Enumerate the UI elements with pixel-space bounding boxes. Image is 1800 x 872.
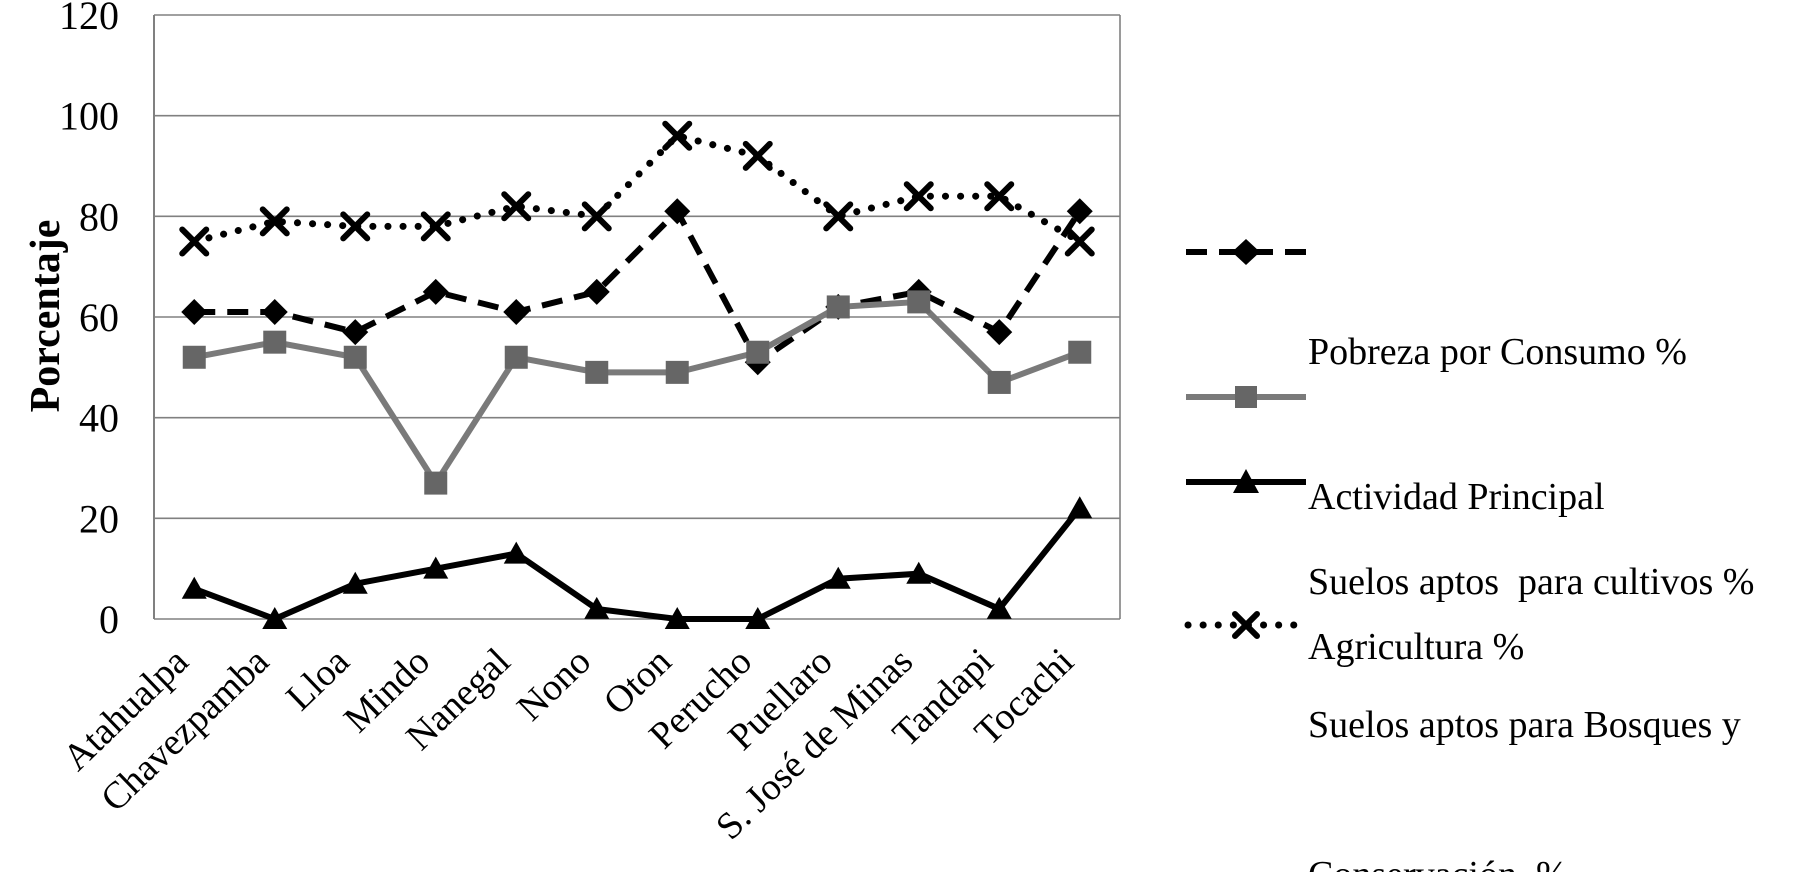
series-3-x xyxy=(190,131,1084,245)
y-tick-label-80: 80 xyxy=(79,194,119,239)
y-tick-label-120: 120 xyxy=(59,0,119,38)
legend-label: Pobreza por Consumo % xyxy=(1308,331,1687,373)
legend-marker-gray-square-icon xyxy=(1186,386,1306,408)
series-1-square xyxy=(193,298,1081,489)
y-axis-tick-labels: 0 20 40 60 80 100 120 xyxy=(59,0,119,642)
series-2-markers xyxy=(181,496,1093,629)
gridlines xyxy=(153,14,1121,620)
series-3-markers xyxy=(179,120,1095,257)
series-1-line xyxy=(193,298,1081,489)
series-0-line xyxy=(194,206,1083,367)
series-0-diamond xyxy=(194,206,1083,367)
y-tick-label-60: 60 xyxy=(79,295,119,340)
legend-label: Suelos aptos para Bosques y Conservación… xyxy=(1308,704,1741,872)
legend-item-pobreza-por-consumo: Pobreza por Consumo % xyxy=(1184,227,1800,477)
series-1-markers xyxy=(182,290,1092,495)
legend-label: Suelos aptos para cultivos % xyxy=(1308,561,1755,603)
y-tick-label-40: 40 xyxy=(79,396,119,441)
legend-item-suelos-bosques: Suelos aptos para Bosques y Conservación… xyxy=(1184,600,1800,872)
legend-label: Actividad Principal Agricultura % xyxy=(1308,476,1605,668)
legend-marker-dashed-diamond-icon xyxy=(1186,239,1306,265)
y-tick-label-0: 0 xyxy=(99,597,119,642)
legend-marker-dotted-x-icon xyxy=(1184,611,1308,639)
series-2-triangle xyxy=(193,506,1083,623)
x-tick-label-5: Nono xyxy=(509,640,599,729)
legend: Pobreza por Consumo % Actividad Principa… xyxy=(1184,0,1800,872)
series-2-line xyxy=(193,506,1083,623)
y-tick-label-100: 100 xyxy=(59,94,119,139)
y-tick-label-20: 20 xyxy=(79,496,119,541)
legend-marker-triangle-icon xyxy=(1186,469,1306,493)
legend-item-actividad-agricultura: Actividad Principal Agricultura % xyxy=(1184,372,1800,772)
series-3-line xyxy=(190,131,1084,245)
y-axis-title: Porcentaje xyxy=(23,219,69,413)
legend-item-suelos-cultivos: Suelos aptos para cultivos % xyxy=(1184,457,1800,707)
